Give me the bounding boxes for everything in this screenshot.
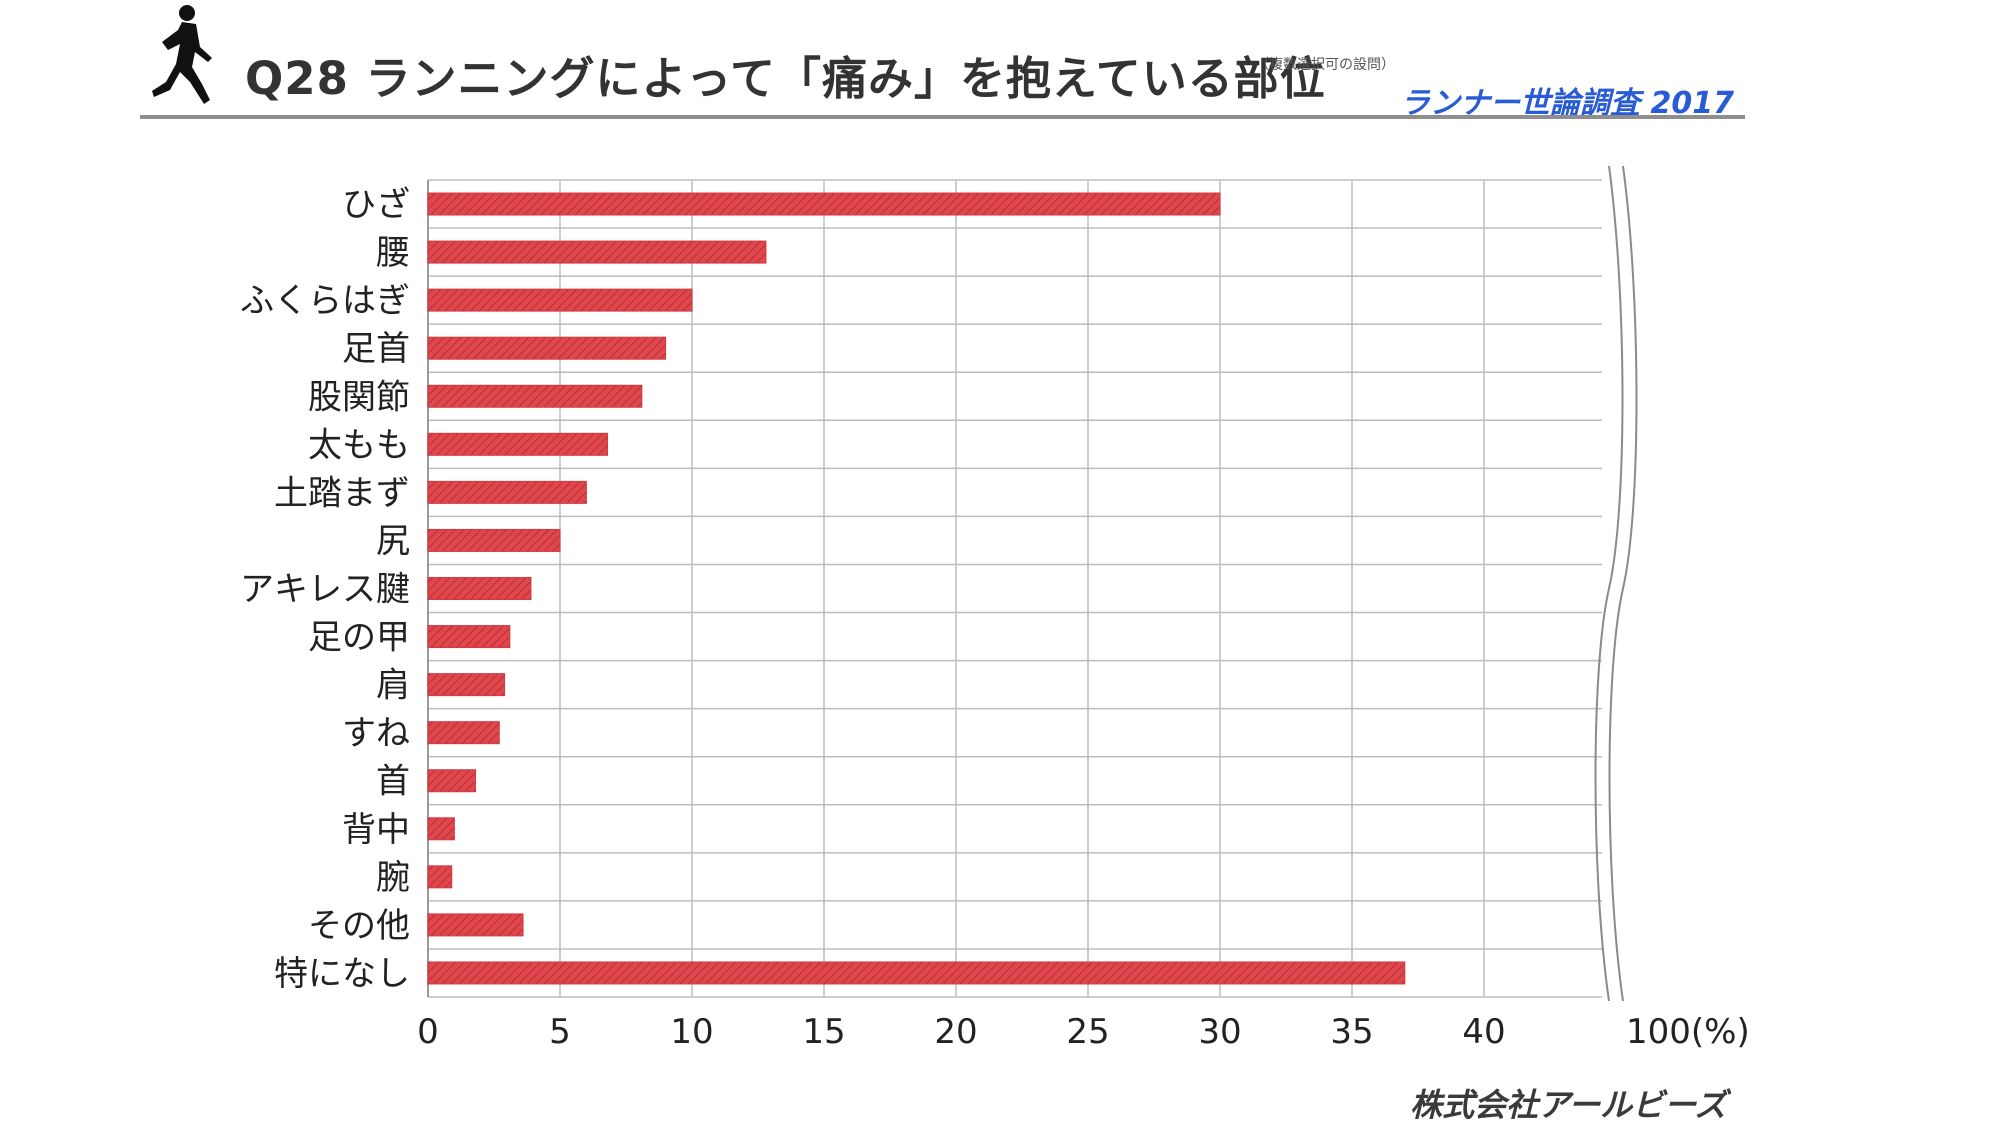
chart-title: Q28 ランニングによって「痛み」を抱えている部位 — [245, 52, 1326, 105]
bar — [427, 769, 477, 793]
category-label: 腰 — [376, 233, 410, 273]
category-label: すね — [342, 714, 410, 754]
x-tick-label: 0 — [417, 1012, 439, 1052]
title-note: （複数選択可の設問） — [1255, 57, 1395, 73]
category-label: 特になし — [274, 954, 410, 994]
bar — [427, 961, 1406, 985]
category-labels: ひざ腰ふくらはぎ足首股関節太もも土踏まず尻アキレス腱足の甲肩すね首背中腕その他特… — [240, 185, 410, 994]
category-label: ふくらはぎ — [240, 281, 410, 321]
bar — [427, 288, 693, 312]
category-label: その他 — [308, 906, 410, 946]
bar — [427, 577, 532, 600]
x-tick-label: 100(%) — [1626, 1012, 1750, 1052]
bar — [427, 625, 511, 649]
x-tick-label: 15 — [802, 1012, 845, 1052]
category-label: 腕 — [376, 858, 410, 898]
axis-break — [1594, 165, 1638, 1003]
bar — [427, 384, 643, 408]
category-label: アキレス腱 — [240, 570, 410, 610]
x-tick-label: 5 — [549, 1012, 571, 1052]
category-label: 肩 — [376, 666, 410, 706]
x-tick-label: 30 — [1198, 1012, 1241, 1052]
x-tick-label: 35 — [1330, 1012, 1373, 1052]
category-label: 背中 — [342, 810, 410, 850]
header-divider — [140, 115, 1745, 119]
category-label: ひざ — [342, 185, 410, 225]
category-label: 土踏まず — [274, 473, 410, 513]
x-tick-label: 40 — [1462, 1012, 1505, 1052]
bar — [427, 240, 767, 264]
bar — [427, 528, 561, 552]
axis-break-gap — [1602, 166, 1636, 1003]
bar — [427, 817, 455, 841]
x-tick-label: 10 — [670, 1012, 713, 1052]
axis-break-line — [1594, 165, 1624, 1002]
bar — [427, 673, 506, 697]
x-axis-ticks: 0 5 10 15 20 25 30 35 40 100(%) — [417, 1012, 1750, 1052]
bar — [427, 432, 609, 456]
runner-silhouette-icon — [152, 5, 212, 104]
bar — [427, 336, 667, 360]
bar — [427, 865, 453, 889]
x-tick-label: 20 — [934, 1012, 977, 1052]
bar — [427, 721, 500, 745]
bar — [427, 192, 1221, 216]
header: Q28 ランニングによって「痛み」を抱えている部位 （複数選択可の設問） ランナ… — [0, 0, 2000, 130]
bar — [427, 913, 524, 937]
x-tick-label: 25 — [1066, 1012, 1109, 1052]
axis-break-line — [1608, 165, 1638, 1002]
bar — [427, 480, 587, 504]
category-label: 尻 — [376, 521, 410, 561]
chart-bars — [427, 192, 1406, 985]
category-label: 太もも — [308, 425, 410, 465]
category-label: 足の甲 — [308, 618, 410, 658]
category-label: 足首 — [342, 329, 410, 369]
company-name: 株式会社アールビーズ — [1410, 1086, 1727, 1124]
category-label: 股関節 — [308, 377, 410, 417]
category-label: 首 — [376, 762, 410, 802]
